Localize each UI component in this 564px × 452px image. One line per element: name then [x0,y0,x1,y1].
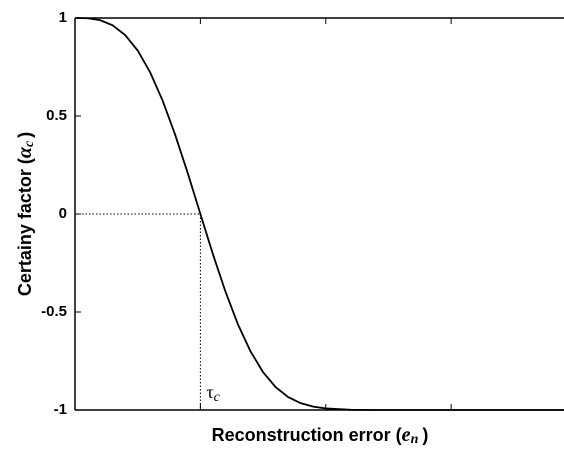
line-series [74,17,564,411]
y-tick-label: -1 [54,401,67,418]
x-axis-label: Reconstruction error (en) [212,424,429,447]
y-tick-label: 0.5 [46,107,67,124]
y-tick-label: -0.5 [41,303,67,320]
y-axis-label: Certainy factor (αc) [14,132,38,296]
annotation-symbol: τ [206,382,213,402]
y-tick-label: 0 [59,205,67,222]
annotation: τc [206,382,220,405]
y-tick-label: 1 [59,9,67,26]
annotation-subscript: c [214,390,221,405]
